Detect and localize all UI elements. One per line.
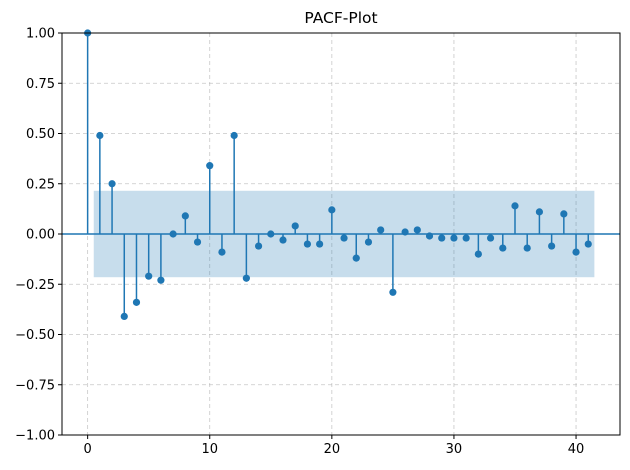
stem-marker	[145, 272, 153, 280]
stem-marker	[425, 232, 434, 240]
y-tick-label: 0.00	[26, 228, 55, 243]
stem-marker	[132, 298, 141, 306]
stem-marker	[279, 236, 287, 244]
stem-marker	[474, 250, 482, 258]
stem-marker	[267, 230, 275, 238]
x-tick-label: 20	[324, 442, 341, 457]
stem-marker	[450, 234, 458, 242]
stem-marker	[303, 240, 312, 248]
stem-marker	[389, 288, 397, 296]
stem-marker	[364, 238, 373, 246]
stem-marker	[181, 212, 189, 220]
stem-marker	[340, 234, 348, 242]
pacf-stems	[84, 29, 592, 321]
stem-marker	[560, 210, 568, 218]
stem-marker	[511, 202, 519, 210]
x-tick-label: 10	[201, 442, 218, 457]
x-tick-label: 40	[568, 442, 585, 457]
stem-marker	[377, 226, 385, 234]
stem-marker	[328, 206, 336, 214]
x-tick-label: 30	[446, 442, 463, 457]
stem-marker	[169, 230, 177, 238]
stem-marker	[413, 226, 421, 234]
y-tick-label: 1.00	[26, 27, 55, 42]
stem-marker	[316, 240, 324, 248]
stem-marker	[572, 248, 580, 256]
x-axis-ticks: 0 10 20 30 40	[84, 435, 585, 457]
stem-marker	[438, 234, 446, 242]
stem-marker	[486, 234, 495, 242]
y-tick-label: −0.50	[15, 328, 55, 343]
y-tick-label: −1.00	[15, 429, 55, 444]
stem-marker	[254, 242, 263, 250]
stem-marker	[535, 208, 544, 216]
y-tick-label: −0.25	[15, 278, 55, 293]
y-tick-label: 0.25	[26, 177, 55, 192]
chart-title: PACF-Plot	[304, 9, 377, 27]
stem-marker	[157, 276, 165, 284]
stem-marker	[242, 274, 250, 282]
y-tick-label: 0.50	[26, 127, 55, 142]
stem-marker	[96, 131, 104, 140]
stem-marker	[291, 222, 299, 230]
stem-marker	[108, 180, 116, 188]
stem-marker	[584, 240, 592, 248]
y-tick-label: 0.75	[26, 77, 55, 92]
stem-marker	[193, 238, 202, 246]
stem-marker	[230, 131, 238, 140]
stem-marker	[401, 228, 409, 236]
y-axis-ticks: −1.00 −0.75 −0.50 −0.25 0.00 0.25 0.50 0.75 1.00	[15, 27, 62, 444]
stem-marker	[206, 162, 214, 170]
x-tick-label: 0	[84, 442, 92, 457]
stem-marker	[218, 248, 226, 256]
stem-marker	[548, 242, 556, 250]
stem-marker	[499, 244, 507, 252]
stem-marker	[523, 244, 531, 252]
stem-marker	[462, 234, 470, 242]
stem-marker	[120, 312, 128, 321]
y-tick-label: −0.75	[15, 378, 55, 393]
stem-marker	[352, 254, 360, 262]
